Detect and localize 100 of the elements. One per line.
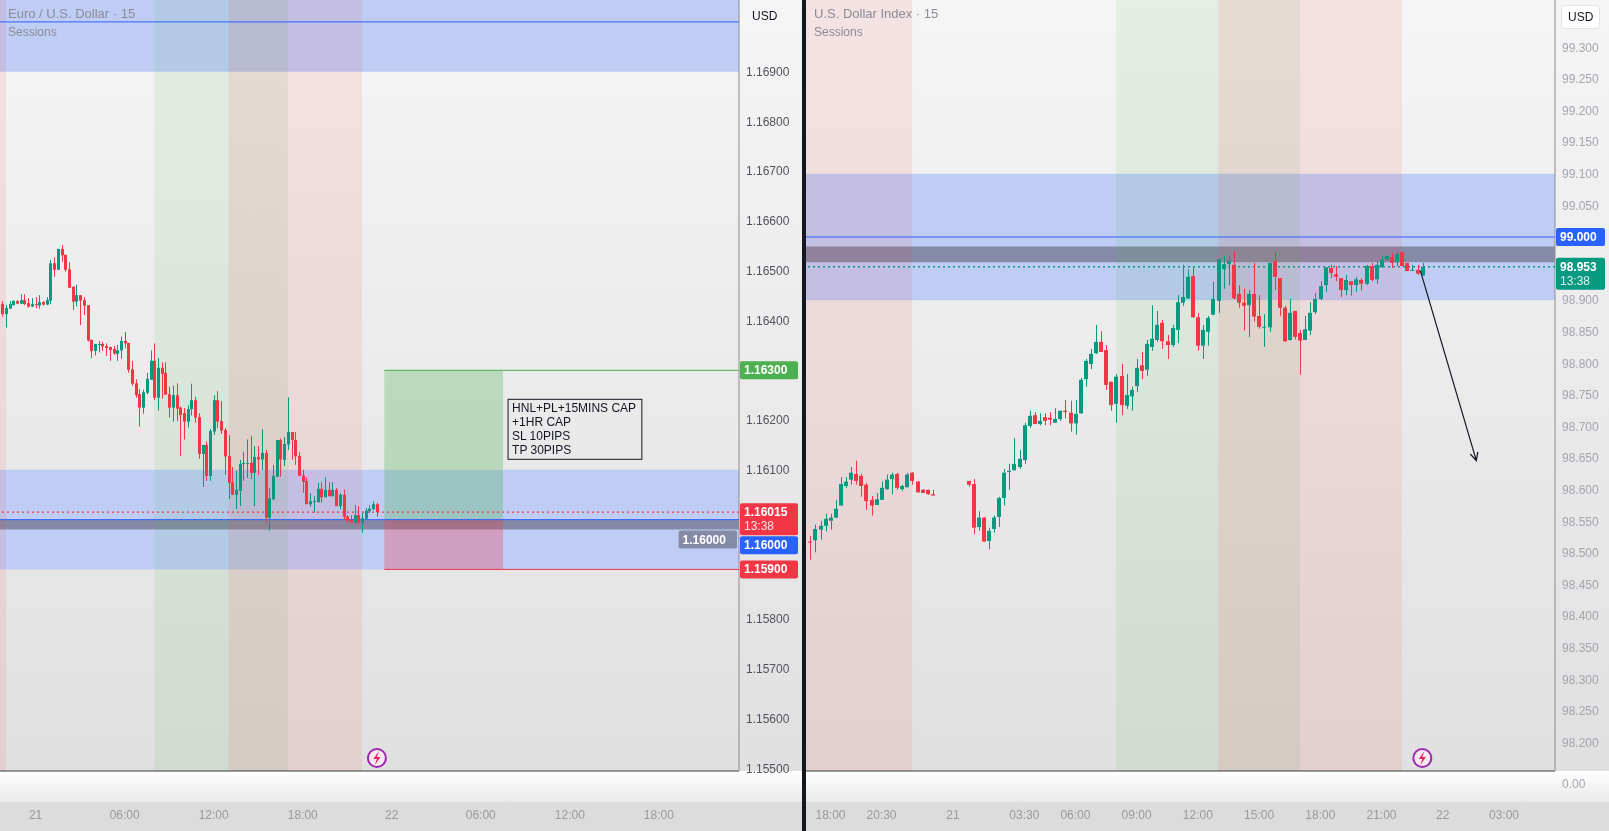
candlestick <box>1140 351 1144 380</box>
x-tick-label: 12:00 <box>554 808 586 822</box>
candlestick <box>183 407 186 440</box>
candlestick <box>105 342 108 357</box>
y-tick-label: 1.16600 <box>746 214 790 229</box>
y-tick-label: 1.16500 <box>746 264 790 279</box>
x-tick-label: 20:30 <box>866 808 897 822</box>
x-tick-label: 15:00 <box>1244 808 1275 822</box>
candlestick <box>1247 289 1251 338</box>
text: Euro / U.S. Dollar · 15 <box>8 6 136 21</box>
ref-line-label: 99.000 <box>1560 229 1598 244</box>
candlestick <box>246 439 249 479</box>
candlestick <box>1370 262 1374 282</box>
y-tick-label: 98.550 <box>1562 514 1600 529</box>
candlestick <box>1273 251 1277 291</box>
x-tick-label: 03:30 <box>1009 808 1040 822</box>
y-tick-label: 98.200 <box>1562 735 1600 750</box>
candlestick <box>977 510 981 532</box>
y-tick-label: 99.300 <box>1562 40 1600 55</box>
candlestick <box>250 435 253 480</box>
y-axis-title: USD <box>1561 5 1601 29</box>
annotation: HNL+PL+15MINS CAP +1HR CAP SL 10PIPS TP 30PIPS <box>512 401 637 458</box>
y-tick-label: 98.700 <box>1562 419 1600 434</box>
candlestick <box>1339 277 1343 298</box>
x-tick-label: 21 <box>946 808 960 822</box>
x-tick-label: 18:00 <box>815 808 846 822</box>
candlestick <box>1242 288 1246 332</box>
candlestick <box>997 496 1001 528</box>
candlestick <box>361 512 364 534</box>
y-tick-label: 99.050 <box>1562 198 1600 213</box>
candlestick <box>253 445 256 507</box>
x-tick-label: 06:00 <box>109 808 140 822</box>
x-tick-label: 09:00 <box>1121 808 1152 822</box>
y-tick-label: 1.15600 <box>746 712 790 726</box>
candlestick <box>287 396 290 451</box>
text: U.S. Dollar Index · 15 <box>814 6 939 21</box>
x-tick-label: 06:00 <box>465 808 497 822</box>
y-tick-label: 98.650 <box>1562 451 1600 466</box>
ref-line-label: 98.953 13:38 <box>1560 259 1598 288</box>
y-tick-label: 1.16700 <box>746 164 790 179</box>
candlestick <box>172 385 175 423</box>
candlestick <box>283 436 286 467</box>
x-tick-label: 12:00 <box>1182 808 1214 822</box>
x-tick-label: 18:00 <box>643 808 675 822</box>
candlestick <box>216 390 219 429</box>
y-tick-label: 99.150 <box>1562 135 1600 150</box>
candlestick <box>1211 281 1215 316</box>
y-tick-label: 98.250 <box>1562 704 1600 719</box>
y-axis-title: USD <box>752 9 778 23</box>
candlestick <box>294 431 297 466</box>
candlestick <box>1313 292 1317 315</box>
x-tick-label: 18:00 <box>287 808 319 822</box>
text: 0.00 <box>1562 777 1586 791</box>
y-tick-label: 98.600 <box>1562 483 1600 498</box>
y-tick-label: 1.16400 <box>746 313 790 328</box>
y-tick-label: 98.850 <box>1562 325 1600 340</box>
ref-line-label: 1.16000 <box>682 532 727 547</box>
y-tick-label: 98.350 <box>1562 641 1600 656</box>
y-tick-label: 1.15700 <box>746 662 790 677</box>
candlestick <box>120 335 123 360</box>
candlestick <box>53 256 56 278</box>
y-tick-label: 98.800 <box>1562 356 1600 371</box>
text: Sessions <box>814 25 863 39</box>
legend-label: 1.16000 <box>744 538 788 553</box>
y-tick-label: 1.16100 <box>746 463 790 478</box>
candlestick <box>1262 313 1266 348</box>
y-tick-label: 1.15800 <box>746 612 790 627</box>
ref-line-label: 1.16300 <box>744 363 788 378</box>
text: Sessions <box>8 25 57 39</box>
y-tick-label: 98.450 <box>1562 577 1600 592</box>
y-tick-label: 1.16200 <box>746 413 790 428</box>
candlestick <box>1012 437 1016 472</box>
x-tick-label: 22 <box>385 808 399 822</box>
y-tick-label: 98.300 <box>1562 672 1600 687</box>
candlestick <box>1166 334 1170 360</box>
y-tick-label: 1.16800 <box>746 114 790 129</box>
ref-line-label: 1.16015 13:38 <box>744 505 788 534</box>
y-tick-label: 99.200 <box>1562 103 1600 118</box>
candlestick <box>161 361 164 400</box>
y-tick-label: 1.16900 <box>746 64 790 79</box>
candlestick <box>1094 324 1098 355</box>
candlestick <box>75 284 78 308</box>
candlestick <box>202 444 205 488</box>
y-tick-label: 98.400 <box>1562 609 1600 624</box>
candlestick <box>5 304 8 329</box>
ref-line-label: 1.15900 <box>744 562 788 577</box>
x-tick-label: 12:00 <box>198 808 230 822</box>
x-tick-label: 21 <box>28 808 43 822</box>
candlestick <box>1319 280 1323 301</box>
y-tick-label: 99.250 <box>1562 72 1600 87</box>
candlestick <box>1074 399 1078 436</box>
candlestick <box>987 527 991 550</box>
x-tick-label: 22 <box>1436 808 1450 822</box>
candlestick <box>261 428 264 471</box>
x-tick-label: 18:00 <box>1305 808 1336 822</box>
candlestick <box>79 294 82 326</box>
candlestick <box>1135 358 1139 393</box>
x-tick-label: 03:00 <box>1488 808 1520 822</box>
y-tick-label: 98.750 <box>1562 388 1600 403</box>
y-tick-label: 98.900 <box>1562 293 1600 308</box>
